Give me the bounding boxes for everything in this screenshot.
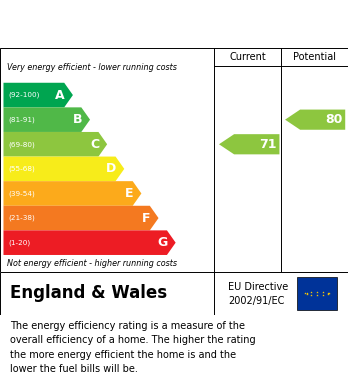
Text: England & Wales: England & Wales bbox=[10, 284, 168, 302]
Polygon shape bbox=[3, 156, 124, 181]
Text: (69-80): (69-80) bbox=[9, 141, 35, 147]
Text: The energy efficiency rating is a measure of the
overall efficiency of a home. T: The energy efficiency rating is a measur… bbox=[10, 321, 256, 374]
Polygon shape bbox=[3, 230, 176, 255]
Text: Very energy efficient - lower running costs: Very energy efficient - lower running co… bbox=[7, 63, 177, 72]
Text: (81-91): (81-91) bbox=[9, 117, 35, 123]
Text: D: D bbox=[106, 162, 116, 176]
Text: G: G bbox=[157, 236, 168, 249]
Polygon shape bbox=[219, 134, 279, 154]
Polygon shape bbox=[3, 132, 107, 156]
Text: (1-20): (1-20) bbox=[9, 239, 31, 246]
Text: Current: Current bbox=[229, 52, 266, 62]
Bar bbox=[297, 277, 337, 310]
Text: 2002/91/EC: 2002/91/EC bbox=[228, 296, 284, 306]
Text: Not energy efficient - higher running costs: Not energy efficient - higher running co… bbox=[7, 259, 177, 268]
Text: 80: 80 bbox=[325, 113, 342, 126]
Polygon shape bbox=[3, 181, 141, 206]
Text: B: B bbox=[72, 113, 82, 126]
Polygon shape bbox=[3, 206, 159, 230]
Text: EU Directive: EU Directive bbox=[228, 282, 288, 292]
Text: (92-100): (92-100) bbox=[9, 92, 40, 98]
Polygon shape bbox=[3, 83, 73, 108]
Text: C: C bbox=[90, 138, 99, 151]
Polygon shape bbox=[285, 109, 345, 130]
Text: Potential: Potential bbox=[293, 52, 336, 62]
Text: Energy Efficiency Rating: Energy Efficiency Rating bbox=[10, 18, 232, 32]
Polygon shape bbox=[3, 108, 90, 132]
Text: (21-38): (21-38) bbox=[9, 215, 35, 221]
Text: (39-54): (39-54) bbox=[9, 190, 35, 197]
Text: 71: 71 bbox=[259, 138, 277, 151]
Text: A: A bbox=[55, 88, 65, 102]
Text: (55-68): (55-68) bbox=[9, 166, 35, 172]
Text: E: E bbox=[125, 187, 133, 200]
Text: F: F bbox=[142, 212, 150, 224]
